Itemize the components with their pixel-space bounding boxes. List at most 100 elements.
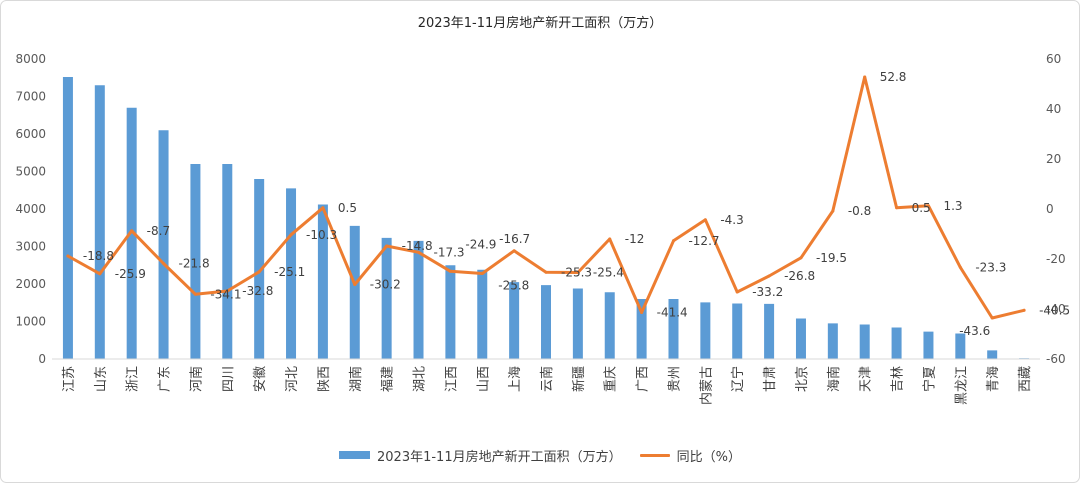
x-tick-label-11: 福建 [381, 366, 396, 392]
yoy-data-label-28: 1.3 [943, 199, 962, 213]
x-tick-label-21: 内蒙古 [698, 366, 714, 405]
yoy-data-labels: -18.8-25.9-8.7-21.8-34.1 -32.8-25.1-10.30… [83, 70, 1070, 338]
y-tick-label-left-1: 0 [38, 352, 46, 366]
legend-swatch-bar [339, 451, 371, 459]
yoy-point-31 [1022, 308, 1026, 312]
y-tick-label-left-2: 1000 [15, 315, 46, 329]
yoy-point-8 [289, 233, 293, 237]
bar-2 [94, 85, 105, 359]
yoy-data-label-4: -21.8 [179, 257, 210, 271]
bar-25 [827, 323, 838, 359]
y-tick-label-right-5: 20 [1046, 152, 1061, 166]
legend-item-yoy: 同比（%） [639, 446, 741, 465]
yoy-point-4 [162, 262, 166, 265]
x-tick-label-14: 山西 [476, 366, 491, 392]
bar-1 [62, 77, 73, 359]
yoy-data-label-17: -25.4 [593, 266, 624, 280]
bar-12 [413, 240, 424, 359]
x-tick-label-18: 重庆 [603, 366, 619, 392]
yoy-point-25 [831, 209, 835, 213]
bar-28 [923, 331, 934, 359]
y-axis-left: 0 1000 2000 3000 4000 5000 6000 7000 8000 [15, 52, 46, 366]
yoy-point-12 [417, 250, 421, 254]
x-tick-label-29: 黑龙江 [954, 366, 969, 405]
legend-label-yoy: 同比（%） [676, 449, 741, 465]
yoy-data-label-1: -18.8 [83, 249, 114, 263]
y-tick-label-left-9: 8000 [15, 52, 46, 66]
y-tick-label-right-2: -40 [1046, 302, 1066, 316]
x-tick-label-16: 云南 [539, 366, 555, 392]
yoy-data-label-7: -25.1 [274, 265, 305, 279]
bar-22 [732, 303, 743, 359]
legend-label-area: 2023年1-11月房地产新开工面积（万方） [377, 449, 622, 465]
bar-16 [541, 285, 551, 359]
bar-18 [604, 292, 615, 359]
yoy-point-16 [544, 270, 548, 274]
x-tick-label-23: 甘肃 [763, 366, 778, 392]
bar-7 [254, 179, 265, 359]
bar-3 [126, 107, 137, 359]
x-tick-label-27: 吉林 [891, 366, 906, 392]
yoy-data-label-14: -25.8 [498, 279, 529, 293]
yoy-point-30 [990, 316, 994, 320]
x-tick-label-31: 西藏 [1018, 366, 1033, 392]
y-tick-label-right-3: -20 [1046, 252, 1066, 266]
x-tick-label-7: 安徽 [253, 366, 268, 392]
yoy-line-series [66, 75, 1026, 320]
yoy-data-label-12: -17.3 [434, 245, 465, 259]
yoy-data-label-13: -24.9 [465, 237, 496, 251]
x-tick-label-3: 浙江 [126, 366, 141, 392]
y-axis-right: -60 -40 -20 0 20 40 60 [1046, 52, 1066, 366]
yoy-point-10 [353, 283, 357, 286]
bar-14 [477, 269, 488, 359]
yoy-point-23 [767, 274, 771, 278]
bar-11 [381, 237, 392, 359]
y-tick-label-right-7: 60 [1046, 52, 1061, 66]
yoy-data-label-15: -16.7 [499, 232, 530, 246]
bar-27 [891, 327, 902, 359]
yoy-point-15 [512, 249, 516, 253]
bar-9 [317, 204, 328, 359]
x-tick-label-19: 广西 [636, 366, 651, 392]
yoy-data-label-27: 0.5 [912, 201, 931, 215]
chart-title: 2023年1-11月房地产新开工面积（万方） [418, 15, 663, 31]
x-tick-label-20: 贵州 [668, 366, 683, 392]
x-tick-label-24: 北京 [795, 366, 810, 392]
bar-19 [636, 299, 647, 359]
legend-item-area: 2023年1-11月房地产新开工面积（万方） [339, 446, 622, 465]
bar-20 [668, 299, 679, 359]
yoy-point-26 [863, 75, 867, 79]
bar-5 [190, 164, 201, 359]
yoy-point-13 [448, 269, 452, 273]
bar-13 [445, 265, 456, 359]
x-tick-label-8: 河北 [285, 366, 300, 392]
yoy-point-7 [257, 270, 261, 274]
yoy-point-27 [895, 206, 899, 210]
yoy-point-9 [321, 206, 325, 210]
yoy-data-label-31: -40.5 [1039, 303, 1070, 317]
y-tick-label-left-7: 6000 [15, 127, 46, 141]
yoy-point-1 [66, 254, 70, 258]
yoy-data-label-2: -25.9 [115, 267, 146, 281]
bar-24 [795, 318, 806, 359]
yoy-data-label-24: -19.5 [816, 251, 847, 265]
yoy-point-18 [608, 237, 612, 241]
x-tick-label-26: 天津 [859, 366, 874, 392]
x-tick-label-22: 辽宁 [730, 366, 746, 392]
yoy-data-label-22: -33.2 [752, 285, 783, 299]
yoy-data-label-26: 52.8 [880, 70, 907, 84]
bar-29 [955, 333, 966, 359]
yoy-point-17 [576, 271, 580, 274]
yoy-data-label-5: -34.1 [210, 287, 241, 301]
yoy-data-label-10: -30.2 [370, 278, 401, 292]
x-tick-label-9: 陕西 [317, 366, 332, 392]
y-tick-label-left-8: 7000 [15, 90, 46, 104]
x-tick-label-12: 湖北 [413, 366, 428, 392]
bar-4 [158, 130, 169, 359]
bar-26 [859, 324, 870, 359]
yoy-data-label-25: -0.8 [848, 204, 871, 218]
bar-17 [572, 288, 583, 359]
yoy-data-label-18: -12 [625, 232, 645, 246]
